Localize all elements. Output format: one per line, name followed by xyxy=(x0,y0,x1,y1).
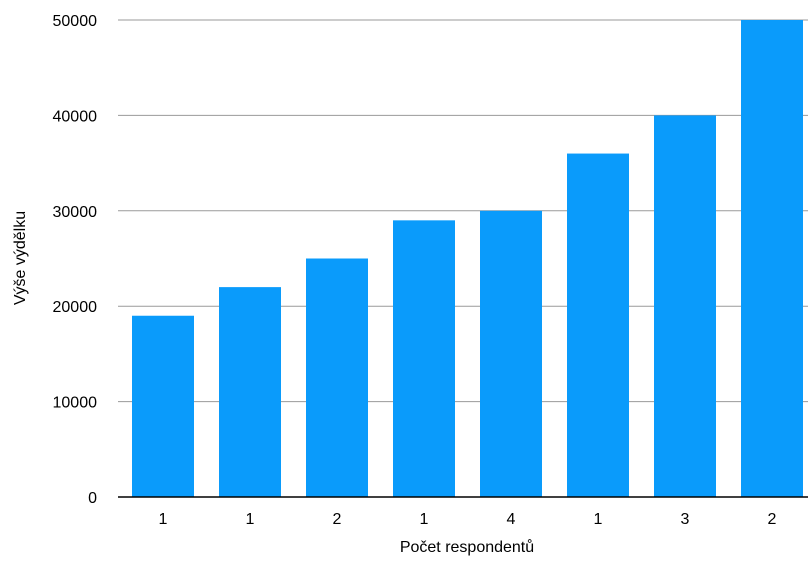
y-tick-label: 40000 xyxy=(53,108,98,125)
bar xyxy=(132,315,194,497)
y-tick-label: 50000 xyxy=(53,13,98,30)
y-tick-label: 10000 xyxy=(53,395,98,412)
y-tick-labels: 0 10000 20000 30000 40000 50000 xyxy=(53,13,98,507)
bar xyxy=(393,220,455,497)
bar xyxy=(567,153,629,497)
y-tick-label: 0 xyxy=(88,490,97,507)
y-tick-label: 30000 xyxy=(53,204,98,221)
x-tick-label: 1 xyxy=(159,511,168,528)
x-tick-labels: 1 1 2 1 4 1 3 2 xyxy=(159,511,777,528)
bar xyxy=(306,258,368,497)
y-tick-label: 20000 xyxy=(53,299,98,316)
bar xyxy=(219,287,281,497)
x-tick-label: 3 xyxy=(681,511,690,528)
bar xyxy=(741,20,803,497)
y-axis-title: Výše výdělku xyxy=(12,211,29,305)
bar xyxy=(480,210,542,498)
x-tick-label: 1 xyxy=(420,511,429,528)
x-tick-label: 2 xyxy=(768,511,777,528)
bars xyxy=(132,20,803,498)
x-tick-label: 1 xyxy=(246,511,255,528)
bar xyxy=(654,115,716,498)
x-tick-label: 2 xyxy=(333,511,342,528)
x-tick-label: 1 xyxy=(594,511,603,528)
x-tick-label: 4 xyxy=(507,511,516,528)
x-axis-title: Počet respondentů xyxy=(400,538,534,556)
